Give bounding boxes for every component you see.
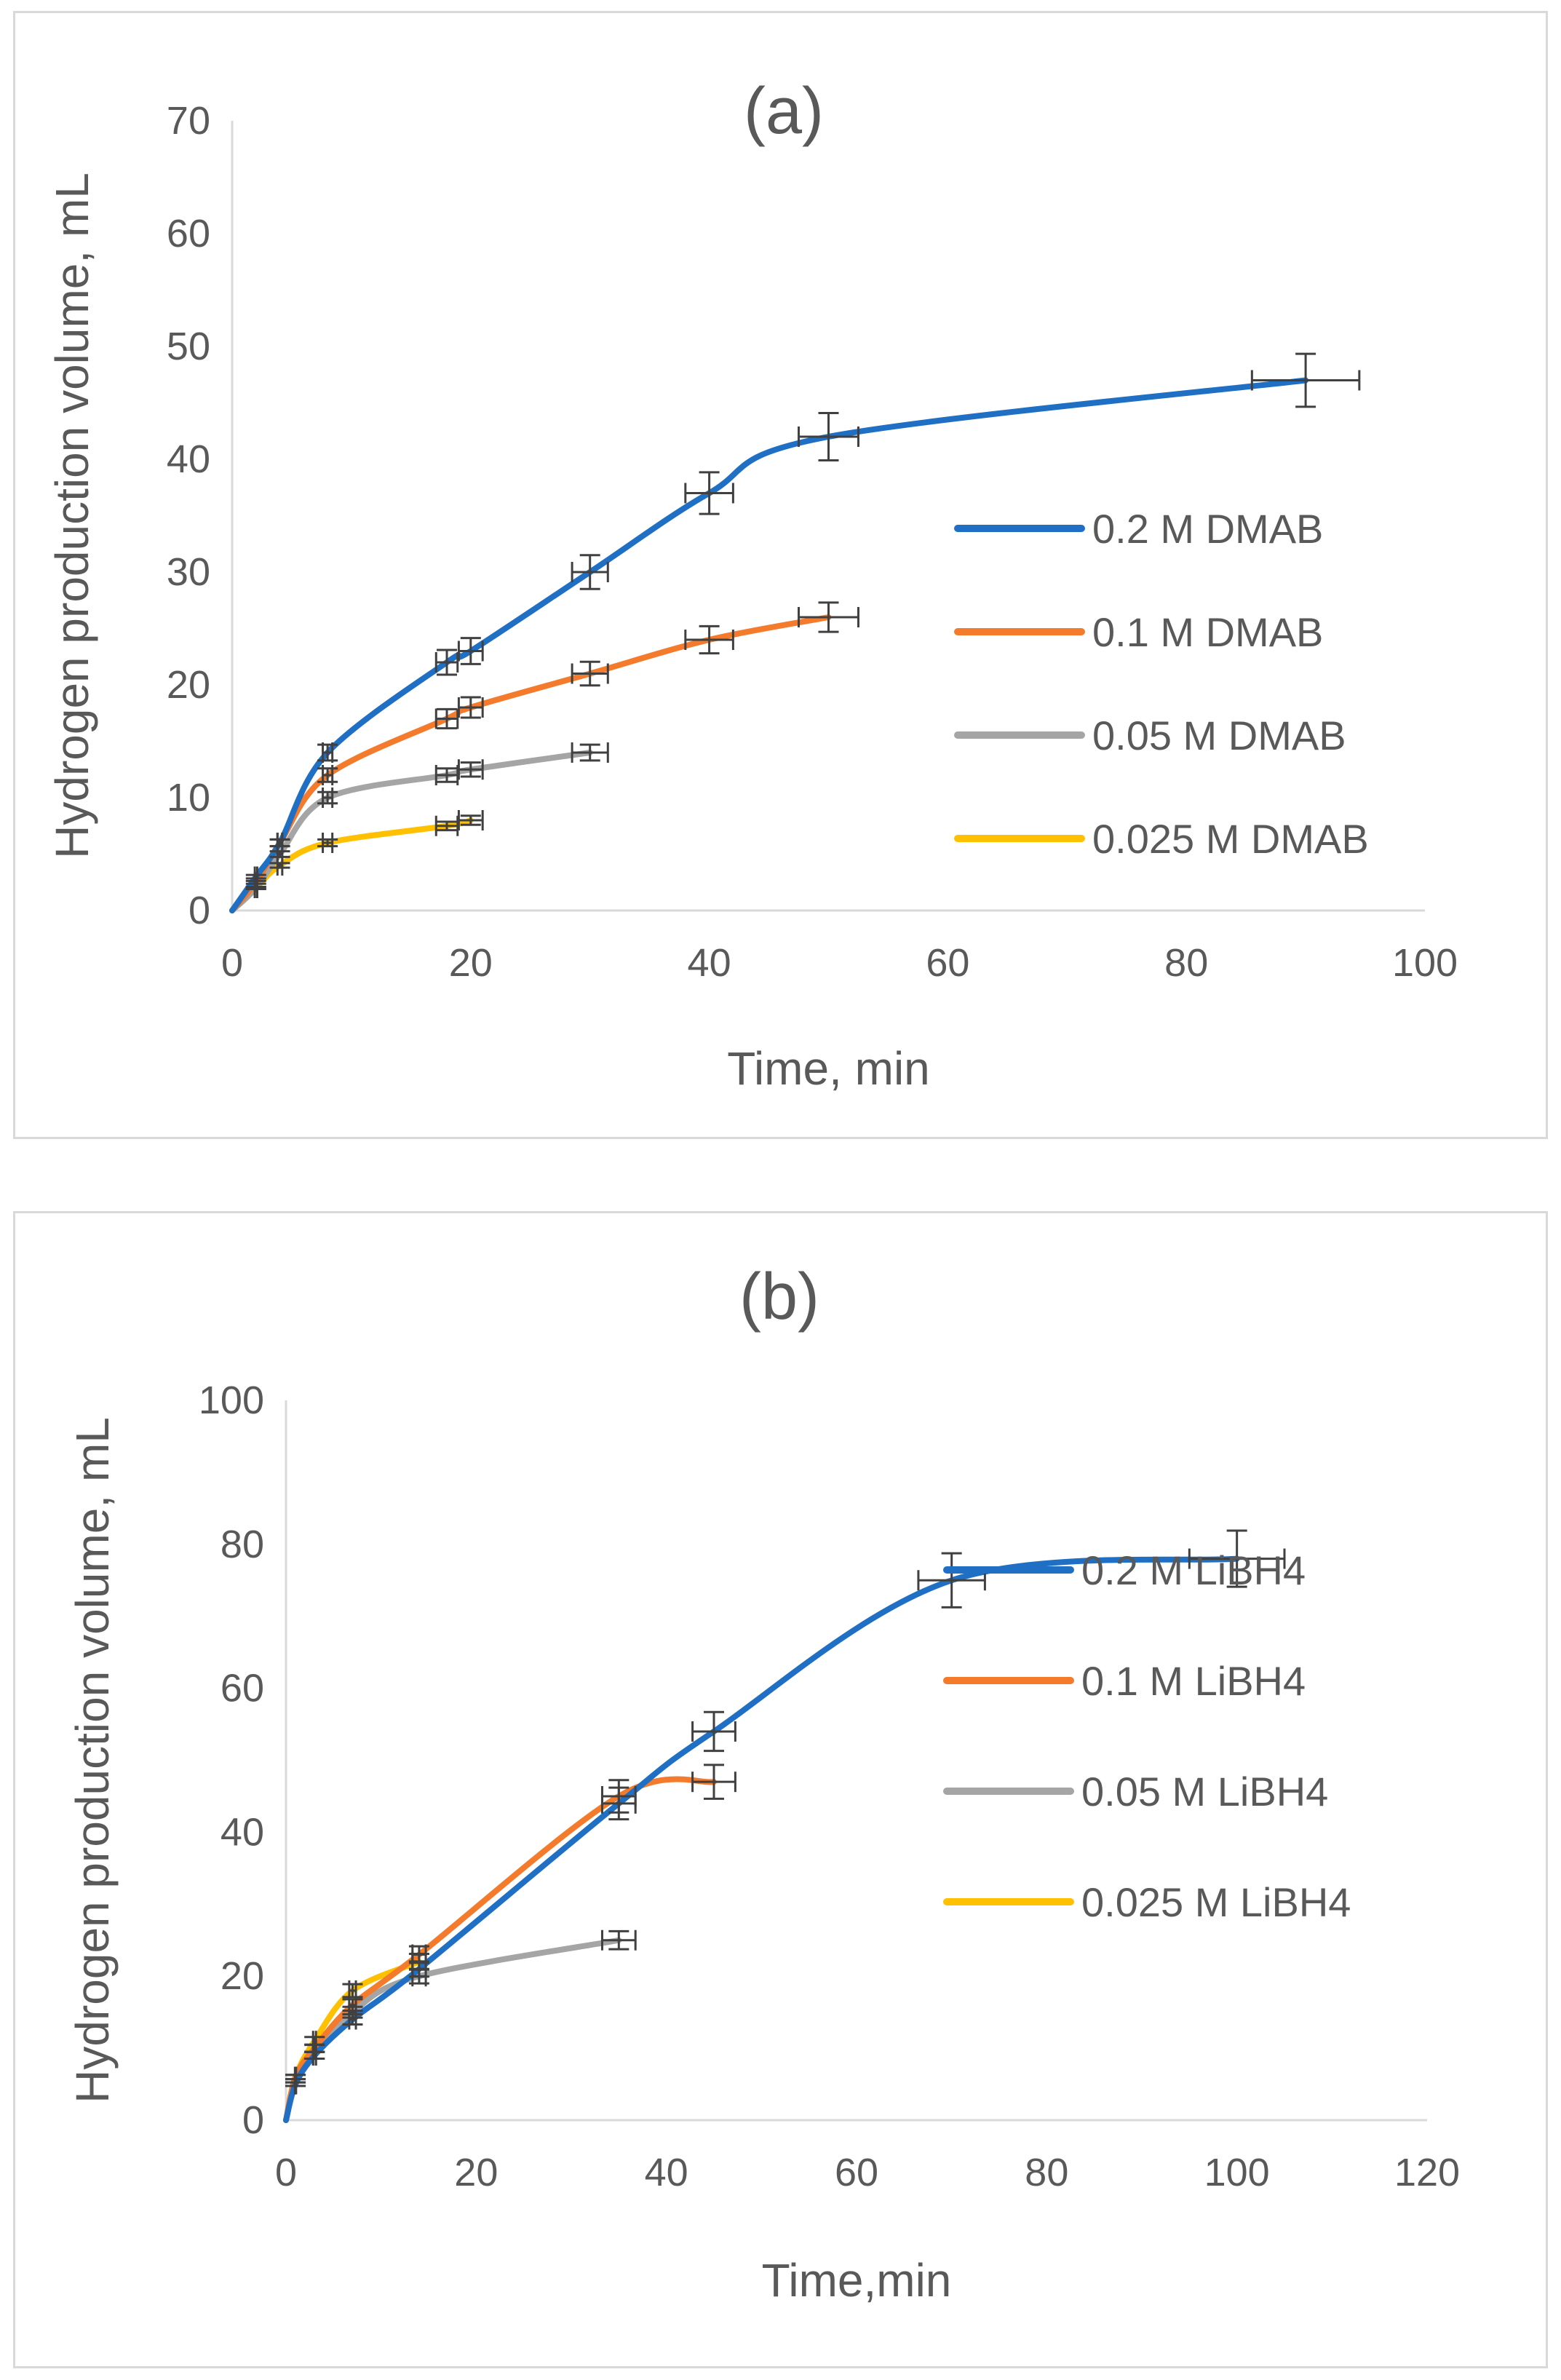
x-tick-label: 60	[835, 2151, 878, 2194]
x-tick-label: 40	[645, 2151, 688, 2194]
legend-entry: 0.1 M DMAB	[1092, 609, 1323, 655]
y-tick-label: 80	[221, 1523, 264, 1566]
series-line	[229, 377, 1309, 913]
x-tick-label: 80	[1025, 2151, 1068, 2194]
x-axis-label: Time,min	[762, 2254, 952, 2306]
y-axis-label: Hydrogen production volume, mL	[46, 172, 98, 859]
y-tick-label: 70	[167, 99, 210, 143]
chart-panel-a: (a) 0 10 20 30 40 50 60 70 0 20 40 60 80 100 Time, min H…	[13, 11, 1548, 1139]
chart-title: (b)	[739, 1261, 819, 1333]
x-tick-label: 0	[221, 941, 243, 985]
chart-b-svg: (b) 0 20 40 60 80 100 0 20 40 60 80 100 120 Time,min Hy…	[66, 1261, 1460, 2306]
series-line	[283, 1555, 1240, 2123]
y-tick-label: 60	[167, 212, 210, 255]
x-tick-label: 20	[449, 941, 493, 985]
x-tick-label: 100	[1204, 2151, 1270, 2194]
y-tick-label: 0	[188, 889, 210, 932]
legend-entry: 0.2 M DMAB	[1092, 506, 1323, 552]
legend-entry: 0.025 M LiBH4	[1081, 1879, 1351, 1925]
x-tick-label: 120	[1394, 2151, 1460, 2194]
y-tick-label: 40	[167, 437, 210, 481]
legend-entry: 0.05 M DMAB	[1092, 713, 1346, 758]
series-line	[229, 750, 593, 913]
y-tick-label: 40	[221, 1810, 264, 1854]
series-line	[283, 1776, 717, 2123]
y-tick-label: 20	[167, 663, 210, 707]
legend-entry: 0.2 M LiBH4	[1081, 1547, 1306, 1593]
legend-entry: 0.05 M LiBH4	[1081, 1769, 1328, 1814]
y-tick-label: 100	[199, 1379, 264, 1422]
y-tick-label: 10	[167, 776, 210, 820]
y-axis-label: Hydrogen production volume, mL	[66, 1417, 119, 2103]
y-tick-label: 20	[221, 1954, 264, 1998]
y-tick-label: 50	[167, 325, 210, 368]
chart-title: (a)	[744, 75, 824, 148]
x-tick-label: 60	[926, 941, 969, 985]
x-tick-label: 0	[275, 2151, 297, 2194]
x-tick-label: 20	[454, 2151, 498, 2194]
legend-entry: 0.025 M DMAB	[1092, 816, 1369, 862]
x-tick-label: 100	[1392, 941, 1458, 985]
legend-entry: 0.1 M LiBH4	[1081, 1658, 1306, 1704]
chart-a-svg: (a) 0 10 20 30 40 50 60 70 0 20 40 60 80 100 Time, min H…	[46, 75, 1458, 1095]
x-axis-label: Time, min	[727, 1042, 930, 1095]
x-tick-label: 80	[1164, 941, 1208, 985]
y-tick-label: 60	[221, 1667, 264, 1710]
x-tick-label: 40	[688, 941, 731, 985]
chart-panel-b: (b) 0 20 40 60 80 100 0 20 40 60 80 100 120 Time,min Hy…	[13, 1211, 1548, 2368]
y-tick-label: 0	[242, 2098, 264, 2142]
y-tick-label: 30	[167, 550, 210, 594]
